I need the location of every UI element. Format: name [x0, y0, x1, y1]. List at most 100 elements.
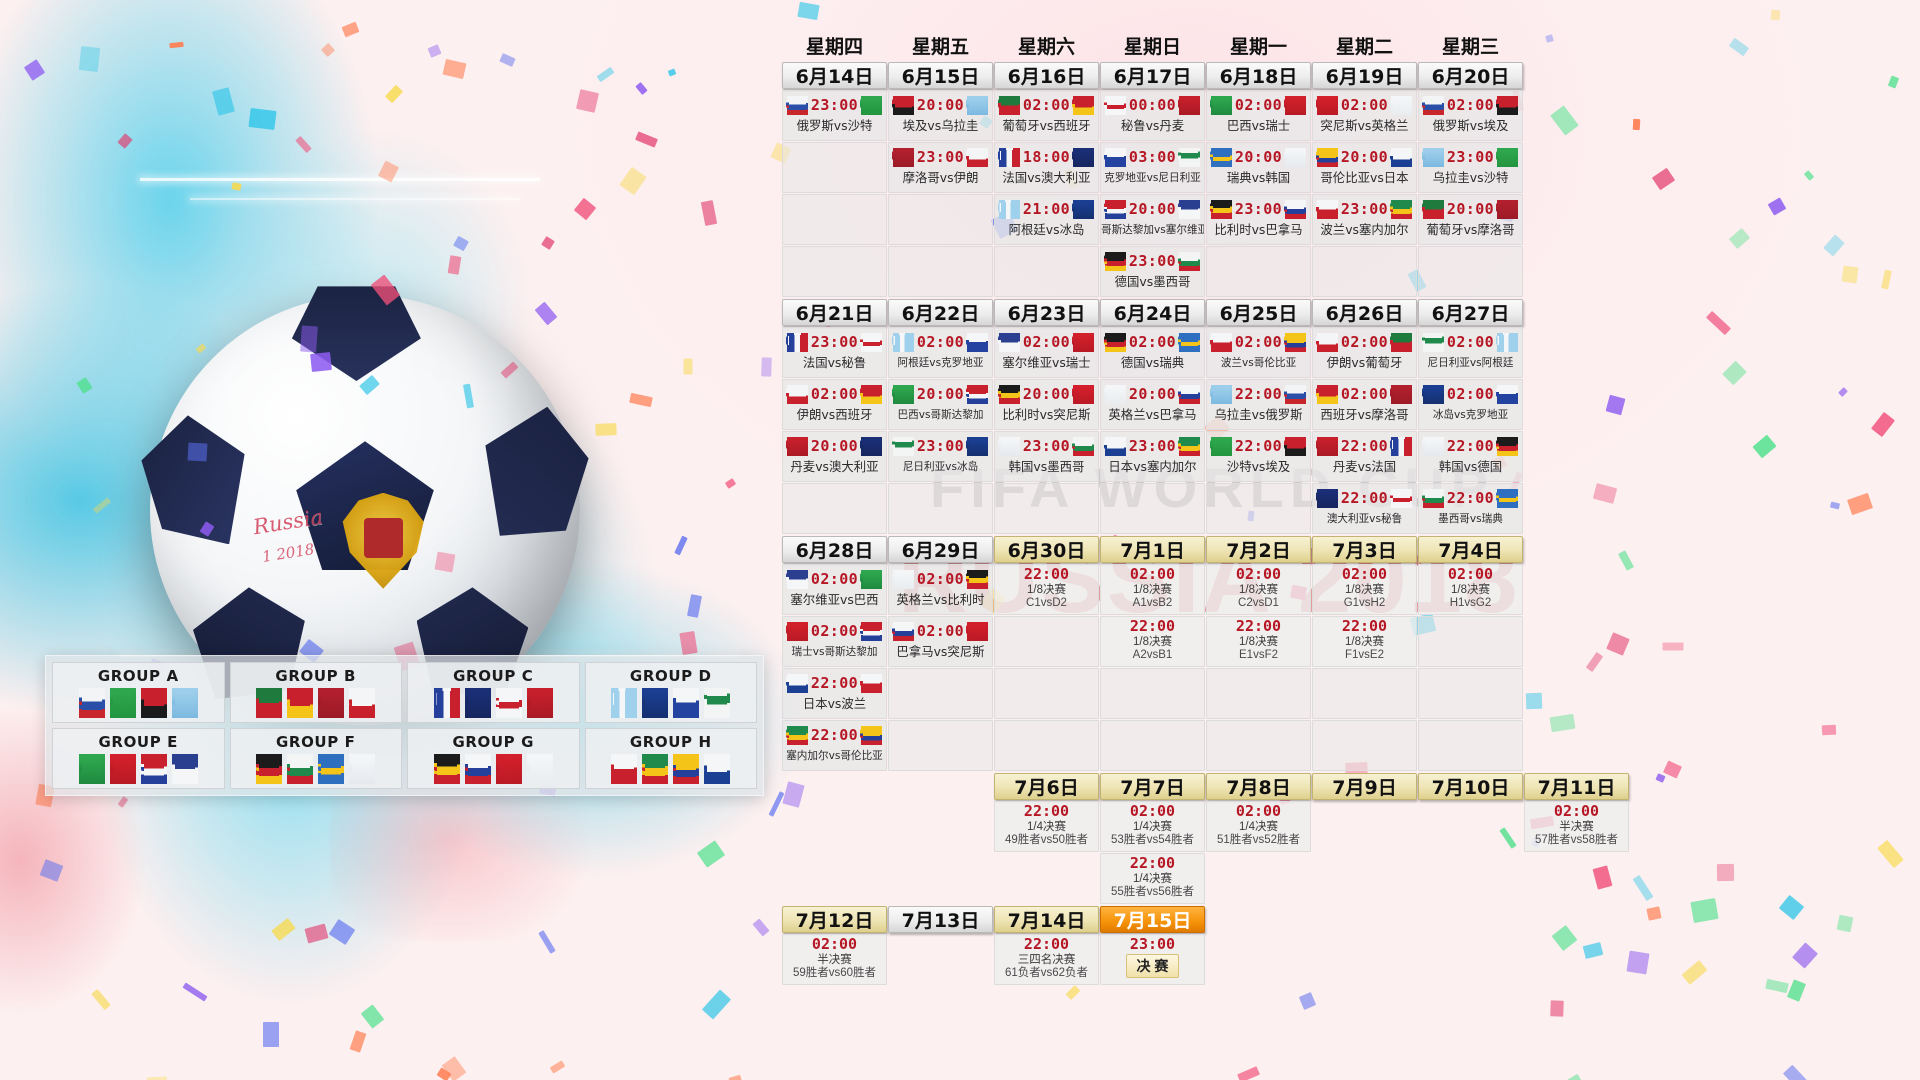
match-cell[interactable]: 21:00 阿根廷vs冰岛: [994, 194, 1099, 245]
match-cell[interactable]: 22:00 墨西哥vs瑞典: [1418, 483, 1523, 534]
date-header-7月3日[interactable]: 7月3日: [1312, 536, 1417, 563]
match-cell[interactable]: 22:00 沙特vs埃及: [1206, 431, 1311, 482]
match-cell[interactable]: 20:00 哥斯达黎加vs塞尔维亚: [1100, 194, 1205, 245]
group-box-group-g[interactable]: GROUP G: [407, 728, 580, 789]
match-cell[interactable]: 22:00 丹麦vs法国: [1312, 431, 1417, 482]
date-header-6月25日[interactable]: 6月25日: [1206, 299, 1311, 326]
match-cell[interactable]: 22:00 1/8决赛 A2vsB1: [1100, 616, 1205, 667]
date-header-6月14日[interactable]: 6月14日: [782, 62, 887, 89]
match-cell[interactable]: 02:00 波兰vs哥伦比亚: [1206, 327, 1311, 378]
date-header-7月7日[interactable]: 7月7日: [1100, 773, 1205, 800]
match-cell[interactable]: 02:00 1/4决赛 53胜者vs54胜者: [1100, 801, 1205, 852]
date-header-6月21日[interactable]: 6月21日: [782, 299, 887, 326]
date-header-6月19日[interactable]: 6月19日: [1312, 62, 1417, 89]
match-cell[interactable]: 20:00 比利时vs突尼斯: [994, 379, 1099, 430]
date-header-7月1日[interactable]: 7月1日: [1100, 536, 1205, 563]
match-cell[interactable]: 20:00 瑞典vs韩国: [1206, 142, 1311, 193]
group-box-group-h[interactable]: GROUP H: [584, 728, 757, 789]
date-header-6月16日[interactable]: 6月16日: [994, 62, 1099, 89]
match-cell[interactable]: 22:00 1/8决赛 E1vsF2: [1206, 616, 1311, 667]
group-box-group-d[interactable]: GROUP D: [584, 662, 757, 723]
date-header-7月15日[interactable]: 7月15日: [1100, 906, 1205, 933]
match-cell[interactable]: 22:00 日本vs波兰: [782, 668, 887, 719]
match-cell[interactable]: 02:00 半决赛 59胜者vs60胜者: [782, 934, 887, 985]
match-cell[interactable]: 00:00 秘鲁vs丹麦: [1100, 90, 1205, 141]
match-cell[interactable]: 23:00 日本vs塞内加尔: [1100, 431, 1205, 482]
match-cell[interactable]: 02:00 葡萄牙vs西班牙: [994, 90, 1099, 141]
match-cell[interactable]: 02:00 巴拿马vs突尼斯: [888, 616, 993, 667]
match-cell[interactable]: 22:00 三四名决赛 61负者vs62负者: [994, 934, 1099, 985]
date-header-6月29日[interactable]: 6月29日: [888, 536, 993, 563]
group-box-group-b[interactable]: GROUP B: [229, 662, 402, 723]
date-header-6月15日[interactable]: 6月15日: [888, 62, 993, 89]
group-box-group-e[interactable]: GROUP E: [52, 728, 225, 789]
match-cell[interactable]: 02:00 突尼斯vs英格兰: [1312, 90, 1417, 141]
match-cell[interactable]: 02:00 伊朗vs西班牙: [782, 379, 887, 430]
date-header-7月6日[interactable]: 7月6日: [994, 773, 1099, 800]
match-cell[interactable]: 02:00 半决赛 57胜者vs58胜者: [1524, 801, 1629, 852]
match-cell[interactable]: 23:00 乌拉圭vs沙特: [1418, 142, 1523, 193]
match-cell[interactable]: 20:00 葡萄牙vs摩洛哥: [1418, 194, 1523, 245]
group-box-group-f[interactable]: GROUP F: [229, 728, 402, 789]
match-cell[interactable]: 23:00 法国vs秘鲁: [782, 327, 887, 378]
date-header-7月13日[interactable]: 7月13日: [888, 906, 993, 933]
match-cell[interactable]: 23:00 尼日利亚vs冰岛: [888, 431, 993, 482]
date-header-7月11日[interactable]: 7月11日: [1524, 773, 1629, 800]
match-cell[interactable]: 18:00 法国vs澳大利亚: [994, 142, 1099, 193]
match-cell[interactable]: 23:00 德国vs墨西哥: [1100, 246, 1205, 297]
match-cell[interactable]: 20:00 巴西vs哥斯达黎加: [888, 379, 993, 430]
match-cell[interactable]: 02:00 塞尔维亚vs瑞士: [994, 327, 1099, 378]
date-header-7月9日[interactable]: 7月9日: [1312, 773, 1417, 800]
match-cell[interactable]: 02:00 德国vs瑞典: [1100, 327, 1205, 378]
match-cell[interactable]: 23:00 韩国vs墨西哥: [994, 431, 1099, 482]
date-header-7月12日[interactable]: 7月12日: [782, 906, 887, 933]
date-header-6月27日[interactable]: 6月27日: [1418, 299, 1523, 326]
match-cell[interactable]: 02:00 西班牙vs摩洛哥: [1312, 379, 1417, 430]
date-header-6月20日[interactable]: 6月20日: [1418, 62, 1523, 89]
match-cell[interactable]: 23:00 决 赛: [1100, 934, 1205, 985]
date-header-6月17日[interactable]: 6月17日: [1100, 62, 1205, 89]
date-header-6月22日[interactable]: 6月22日: [888, 299, 993, 326]
date-header-6月23日[interactable]: 6月23日: [994, 299, 1099, 326]
match-cell[interactable]: 02:00 塞尔维亚vs巴西: [782, 564, 887, 615]
match-cell[interactable]: 23:00 波兰vs塞内加尔: [1312, 194, 1417, 245]
match-cell[interactable]: 02:00 阿根廷vs克罗地亚: [888, 327, 993, 378]
date-header-7月4日[interactable]: 7月4日: [1418, 536, 1523, 563]
date-header-6月24日[interactable]: 6月24日: [1100, 299, 1205, 326]
match-cell[interactable]: 22:00 1/8决赛 C1vsD2: [994, 564, 1099, 615]
match-cell[interactable]: 20:00 埃及vs乌拉圭: [888, 90, 993, 141]
match-cell[interactable]: 02:00 俄罗斯vs埃及: [1418, 90, 1523, 141]
match-cell[interactable]: 23:00 摩洛哥vs伊朗: [888, 142, 993, 193]
date-header-6月28日[interactable]: 6月28日: [782, 536, 887, 563]
match-cell[interactable]: 23:00 比利时vs巴拿马: [1206, 194, 1311, 245]
date-header-7月14日[interactable]: 7月14日: [994, 906, 1099, 933]
date-header-6月26日[interactable]: 6月26日: [1312, 299, 1417, 326]
date-header-7月10日[interactable]: 7月10日: [1418, 773, 1523, 800]
match-cell[interactable]: 02:00 1/8决赛 C2vsD1: [1206, 564, 1311, 615]
match-cell[interactable]: 03:00 克罗地亚vs尼日利亚: [1100, 142, 1205, 193]
match-cell[interactable]: 02:00 瑞士vs哥斯达黎加: [782, 616, 887, 667]
match-cell[interactable]: 22:00 澳大利亚vs秘鲁: [1312, 483, 1417, 534]
group-box-group-a[interactable]: GROUP A: [52, 662, 225, 723]
match-cell[interactable]: 22:00 1/4决赛 49胜者vs50胜者: [994, 801, 1099, 852]
match-cell[interactable]: 22:00 1/4决赛 55胜者vs56胜者: [1100, 853, 1205, 904]
match-cell[interactable]: 02:00 1/8决赛 H1vsG2: [1418, 564, 1523, 615]
group-box-group-c[interactable]: GROUP C: [407, 662, 580, 723]
match-cell[interactable]: 22:00 1/8决赛 F1vsE2: [1312, 616, 1417, 667]
match-cell[interactable]: 02:00 1/8决赛 A1vsB2: [1100, 564, 1205, 615]
date-header-6月30日[interactable]: 6月30日: [994, 536, 1099, 563]
match-cell[interactable]: 02:00 巴西vs瑞士: [1206, 90, 1311, 141]
date-header-7月8日[interactable]: 7月8日: [1206, 773, 1311, 800]
match-cell[interactable]: 20:00 英格兰vs巴拿马: [1100, 379, 1205, 430]
match-cell[interactable]: 22:00 韩国vs德国: [1418, 431, 1523, 482]
match-cell[interactable]: 02:00 英格兰vs比利时: [888, 564, 993, 615]
match-cell[interactable]: 02:00 尼日利亚vs阿根廷: [1418, 327, 1523, 378]
match-cell[interactable]: 22:00 乌拉圭vs俄罗斯: [1206, 379, 1311, 430]
date-header-6月18日[interactable]: 6月18日: [1206, 62, 1311, 89]
match-cell[interactable]: 22:00 塞内加尔vs哥伦比亚: [782, 720, 887, 771]
match-cell[interactable]: 02:00 1/4决赛 51胜者vs52胜者: [1206, 801, 1311, 852]
match-cell[interactable]: 20:00 丹麦vs澳大利亚: [782, 431, 887, 482]
match-cell[interactable]: 23:00 俄罗斯vs沙特: [782, 90, 887, 141]
match-cell[interactable]: 02:00 冰岛vs克罗地亚: [1418, 379, 1523, 430]
match-cell[interactable]: 20:00 哥伦比亚vs日本: [1312, 142, 1417, 193]
